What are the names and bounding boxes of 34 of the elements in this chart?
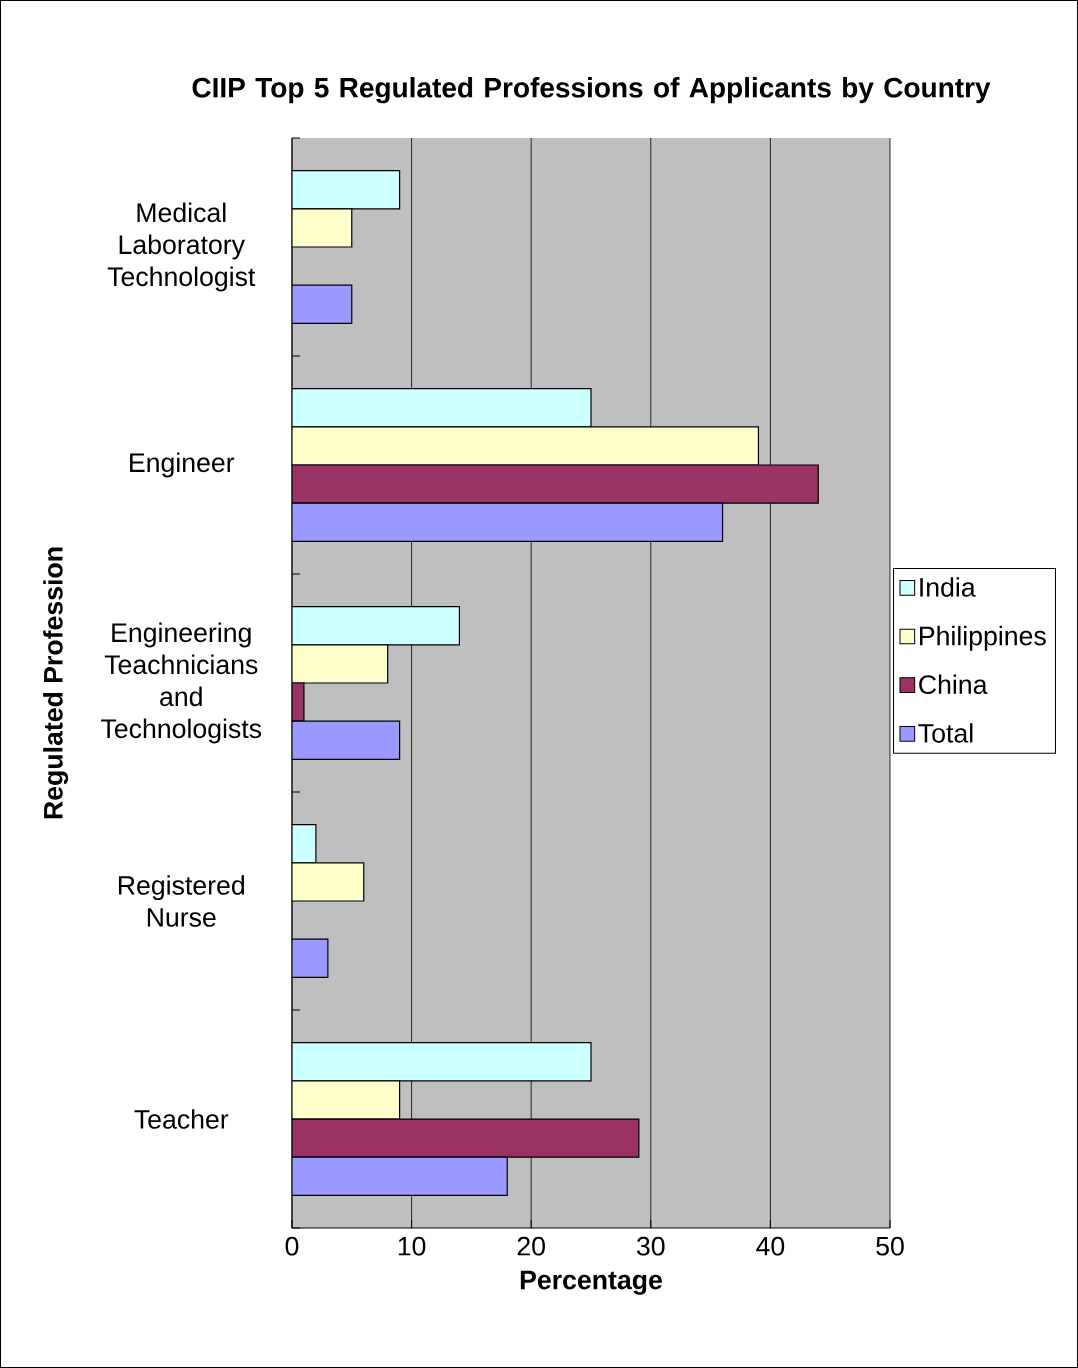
legend-label: India bbox=[920, 577, 976, 597]
x-tick-label: 50 bbox=[876, 1236, 904, 1256]
bar bbox=[291, 284, 353, 324]
bar bbox=[291, 644, 389, 684]
x-axis-title: Percentage bbox=[520, 1270, 662, 1295]
y-tick-label: Engineering Teachnicians and Technologists bbox=[101, 622, 262, 744]
bar bbox=[291, 1118, 640, 1158]
chart-title: CIIP Top 5 Regulated Professions of Applicants by Country bbox=[192, 77, 991, 104]
x-tick-label: 40 bbox=[756, 1236, 785, 1256]
x-tick-label: 0 bbox=[285, 1236, 299, 1256]
legend-label: Total bbox=[918, 723, 973, 743]
legend-label: China bbox=[919, 674, 988, 695]
y-tick-label: Registered Nurse bbox=[118, 875, 245, 927]
bar bbox=[291, 502, 724, 542]
x-tick-label: 30 bbox=[637, 1236, 665, 1256]
bar bbox=[291, 938, 329, 978]
bar bbox=[291, 862, 365, 902]
bar bbox=[291, 720, 401, 760]
y-tick-label: Engineer bbox=[130, 452, 235, 478]
bar bbox=[291, 1080, 401, 1120]
bar bbox=[291, 170, 401, 210]
bar bbox=[291, 1156, 508, 1196]
x-tick-label: 10 bbox=[398, 1236, 426, 1256]
y-tick-label: Medical Laboratory Technologist bbox=[107, 202, 256, 292]
bar bbox=[291, 208, 353, 248]
bar bbox=[291, 1042, 592, 1082]
bar bbox=[291, 426, 760, 466]
y-tick-label: Teacher bbox=[134, 1109, 229, 1129]
y-axis-title: Regulated Profession bbox=[43, 547, 69, 819]
bar bbox=[291, 464, 819, 504]
x-tick-label: 20 bbox=[517, 1236, 545, 1256]
legend-label: Philippines bbox=[920, 625, 1046, 651]
bar bbox=[291, 388, 592, 428]
bar bbox=[291, 606, 461, 646]
